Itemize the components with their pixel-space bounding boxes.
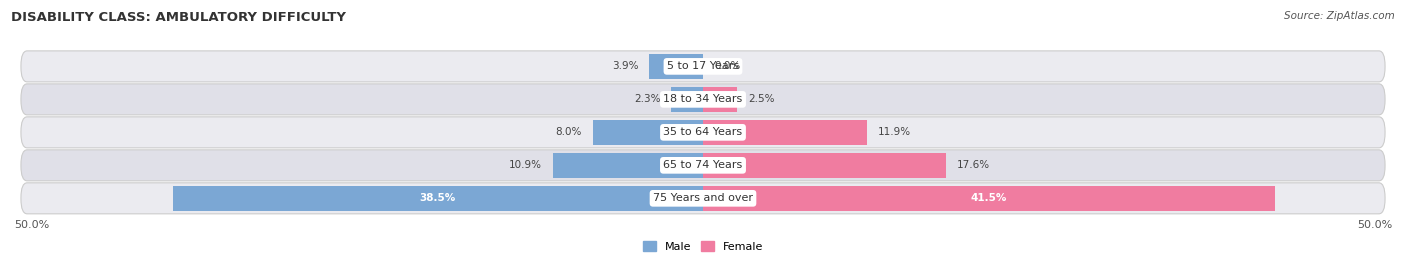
Text: 75 Years and over: 75 Years and over xyxy=(652,193,754,203)
Bar xyxy=(173,186,703,211)
Bar xyxy=(650,54,703,79)
Text: 11.9%: 11.9% xyxy=(877,127,911,137)
Text: 65 to 74 Years: 65 to 74 Years xyxy=(664,160,742,170)
Text: 0.0%: 0.0% xyxy=(714,61,741,71)
Bar xyxy=(671,87,703,112)
Text: 17.6%: 17.6% xyxy=(956,160,990,170)
Text: 2.5%: 2.5% xyxy=(748,94,775,104)
Bar xyxy=(593,120,703,145)
Text: 10.9%: 10.9% xyxy=(509,160,541,170)
FancyBboxPatch shape xyxy=(21,84,1385,115)
Bar xyxy=(553,153,703,178)
Text: 38.5%: 38.5% xyxy=(419,193,456,203)
Bar xyxy=(703,87,738,112)
Bar xyxy=(703,186,1275,211)
Text: 18 to 34 Years: 18 to 34 Years xyxy=(664,94,742,104)
FancyBboxPatch shape xyxy=(21,183,1385,214)
Text: 50.0%: 50.0% xyxy=(14,220,49,230)
FancyBboxPatch shape xyxy=(21,150,1385,181)
Text: DISABILITY CLASS: AMBULATORY DIFFICULTY: DISABILITY CLASS: AMBULATORY DIFFICULTY xyxy=(11,11,346,24)
Bar xyxy=(703,120,868,145)
Text: 35 to 64 Years: 35 to 64 Years xyxy=(664,127,742,137)
Text: 2.3%: 2.3% xyxy=(634,94,661,104)
Legend: Male, Female: Male, Female xyxy=(643,241,763,252)
Text: 8.0%: 8.0% xyxy=(555,127,582,137)
Text: Source: ZipAtlas.com: Source: ZipAtlas.com xyxy=(1284,11,1395,21)
FancyBboxPatch shape xyxy=(21,51,1385,82)
Text: 5 to 17 Years: 5 to 17 Years xyxy=(666,61,740,71)
Text: 41.5%: 41.5% xyxy=(970,193,1007,203)
FancyBboxPatch shape xyxy=(21,117,1385,148)
Bar xyxy=(703,153,945,178)
Text: 3.9%: 3.9% xyxy=(612,61,638,71)
Text: 50.0%: 50.0% xyxy=(1357,220,1392,230)
